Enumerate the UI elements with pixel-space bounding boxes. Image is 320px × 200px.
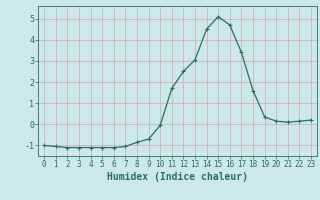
X-axis label: Humidex (Indice chaleur): Humidex (Indice chaleur) (107, 172, 248, 182)
